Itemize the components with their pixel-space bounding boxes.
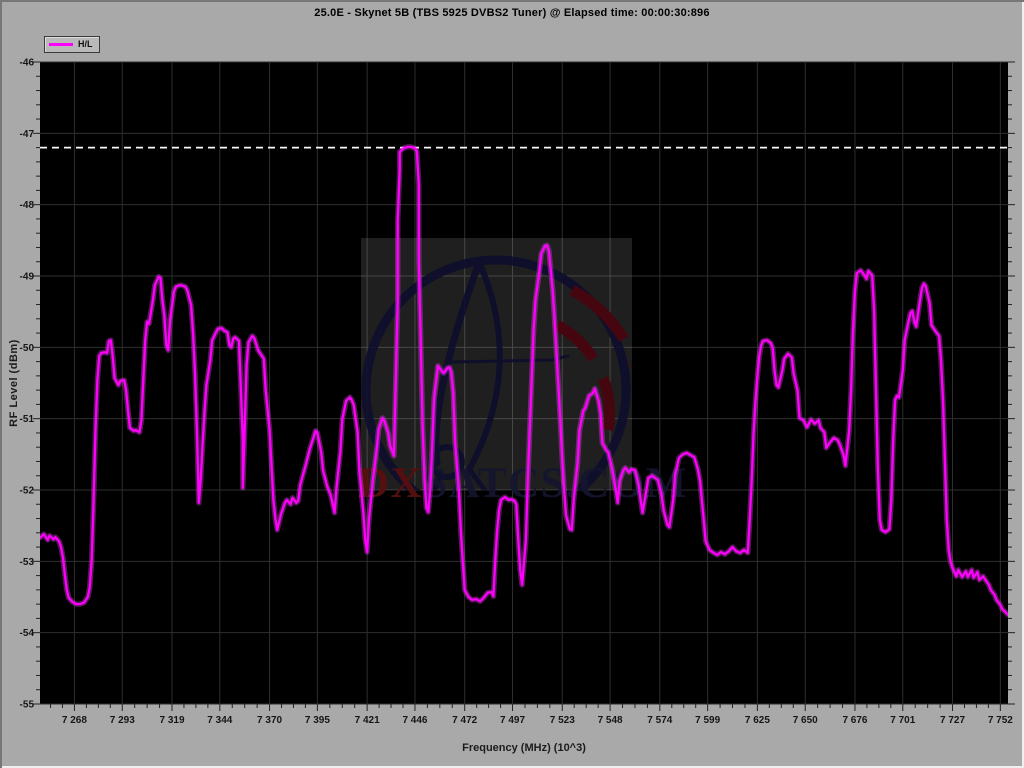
- svg-text:7 599: 7 599: [695, 715, 720, 726]
- svg-text:-47: -47: [20, 129, 35, 140]
- svg-text:7 523: 7 523: [550, 715, 575, 726]
- svg-text:7 625: 7 625: [745, 715, 770, 726]
- watermark-box: [361, 238, 632, 490]
- axis-tick-labels: 7 268 7 293 7 319 7 344 7 370 7 395 7 421 7 446…: [20, 58, 1014, 727]
- svg-text:7 574: 7 574: [647, 715, 672, 726]
- axis-ticks: [33, 61, 1015, 711]
- svg-text:7 268: 7 268: [62, 715, 87, 726]
- svg-text:7 421: 7 421: [355, 715, 380, 726]
- svg-text:7 344: 7 344: [207, 715, 232, 726]
- legend-line-swatch: [49, 43, 73, 46]
- svg-text:7 472: 7 472: [452, 715, 477, 726]
- svg-text:-53: -53: [20, 557, 35, 568]
- window-title: 25.0E - Skynet 5B (TBS 5925 DVBS2 Tuner)…: [314, 7, 710, 19]
- svg-text:-51: -51: [20, 414, 35, 425]
- signal-arcs-icon: [554, 285, 632, 431]
- y-axis-title: RF Level (dBm): [8, 339, 20, 427]
- plot-background: [40, 62, 1008, 704]
- x-axis-title: Frequency (MHz) (10^3): [462, 742, 586, 754]
- svg-text:7 319: 7 319: [159, 715, 184, 726]
- trace-line: [40, 145, 1008, 616]
- svg-text:7 701: 7 701: [890, 715, 915, 726]
- svg-text:7 752: 7 752: [988, 715, 1013, 726]
- watermark-text: DXSATCS.COM: [358, 460, 688, 507]
- svg-text:7 548: 7 548: [598, 715, 623, 726]
- svg-text:-54: -54: [20, 628, 35, 639]
- svg-text:-52: -52: [20, 486, 35, 497]
- svg-text:7 676: 7 676: [842, 715, 867, 726]
- svg-text:7 497: 7 497: [500, 715, 525, 726]
- svg-text:7 293: 7 293: [110, 715, 135, 726]
- trace-hl: [40, 144, 1008, 618]
- svg-text:7 727: 7 727: [940, 715, 965, 726]
- svg-text:-49: -49: [20, 272, 35, 283]
- svg-text:-48: -48: [20, 200, 35, 211]
- svg-text:-55: -55: [20, 700, 35, 711]
- svg-text:-50: -50: [20, 343, 35, 354]
- svg-text:7 370: 7 370: [257, 715, 282, 726]
- svg-text:7 650: 7 650: [793, 715, 818, 726]
- dxsatcs-watermark: DXSATCS.COM: [358, 238, 688, 507]
- svg-text:7 446: 7 446: [402, 715, 427, 726]
- svg-text:7 395: 7 395: [305, 715, 330, 726]
- legend[interactable]: H/L: [44, 36, 100, 53]
- legend-label: H/L: [78, 39, 93, 49]
- svg-text:-46: -46: [20, 58, 35, 69]
